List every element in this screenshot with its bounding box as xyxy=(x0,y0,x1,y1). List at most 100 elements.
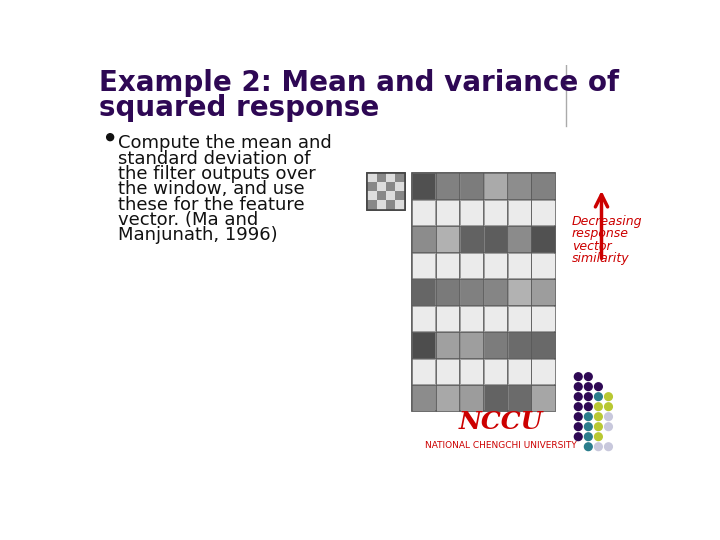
Bar xyxy=(412,359,435,384)
Bar xyxy=(531,332,554,358)
Bar xyxy=(460,173,483,199)
Bar xyxy=(508,306,531,332)
Text: response: response xyxy=(572,227,629,240)
Bar xyxy=(412,279,435,305)
Circle shape xyxy=(595,413,602,421)
Bar xyxy=(395,200,405,210)
Bar xyxy=(367,173,405,210)
Bar xyxy=(367,173,405,210)
Bar xyxy=(460,359,483,384)
Bar xyxy=(377,173,386,182)
Text: squared response: squared response xyxy=(99,94,379,122)
Bar xyxy=(436,332,459,358)
Bar xyxy=(395,182,405,191)
Bar xyxy=(508,173,531,199)
Bar xyxy=(484,332,507,358)
Bar xyxy=(436,199,459,225)
Bar xyxy=(531,359,554,384)
Circle shape xyxy=(585,433,593,441)
Bar xyxy=(367,173,377,182)
Bar xyxy=(531,226,554,252)
Circle shape xyxy=(575,383,582,390)
Bar xyxy=(460,199,483,225)
Bar xyxy=(377,182,386,191)
Circle shape xyxy=(575,403,582,410)
Circle shape xyxy=(107,134,114,140)
Circle shape xyxy=(585,413,593,421)
Bar xyxy=(484,359,507,384)
Circle shape xyxy=(595,403,602,410)
Text: the filter outputs over: the filter outputs over xyxy=(118,165,315,183)
Bar xyxy=(436,279,459,305)
Bar xyxy=(484,199,507,225)
Bar xyxy=(412,226,435,252)
Bar xyxy=(377,191,386,200)
Bar xyxy=(386,200,395,210)
Circle shape xyxy=(595,383,602,390)
Text: Example 2: Mean and variance of: Example 2: Mean and variance of xyxy=(99,69,619,97)
Bar xyxy=(484,385,507,411)
Bar xyxy=(436,226,459,252)
Circle shape xyxy=(595,443,602,450)
Circle shape xyxy=(585,393,593,401)
Bar xyxy=(484,306,507,332)
Circle shape xyxy=(575,393,582,401)
Bar xyxy=(460,332,483,358)
Bar xyxy=(436,359,459,384)
Circle shape xyxy=(605,393,612,401)
Bar xyxy=(412,385,435,411)
Circle shape xyxy=(595,433,602,441)
Circle shape xyxy=(585,423,593,430)
Bar xyxy=(508,332,531,358)
Bar xyxy=(386,173,395,182)
Text: NCCU: NCCU xyxy=(459,410,543,434)
Bar xyxy=(508,253,531,278)
Bar xyxy=(395,173,405,182)
Bar xyxy=(484,173,507,199)
Bar xyxy=(484,226,507,252)
Circle shape xyxy=(585,373,593,381)
Bar xyxy=(508,199,531,225)
Circle shape xyxy=(585,383,593,390)
Bar xyxy=(460,279,483,305)
Text: vector: vector xyxy=(572,240,612,253)
Bar xyxy=(436,385,459,411)
Bar xyxy=(367,182,377,191)
Bar xyxy=(531,199,554,225)
Bar xyxy=(412,306,435,332)
Text: vector. (Ma and: vector. (Ma and xyxy=(118,211,258,229)
Bar xyxy=(531,173,554,199)
Circle shape xyxy=(605,423,612,430)
Circle shape xyxy=(595,393,602,401)
Circle shape xyxy=(595,423,602,430)
Bar xyxy=(531,385,554,411)
Bar xyxy=(436,253,459,278)
Bar xyxy=(531,306,554,332)
Bar xyxy=(508,385,531,411)
Text: similarity: similarity xyxy=(572,252,630,265)
Text: Decreasing: Decreasing xyxy=(572,215,642,228)
Bar xyxy=(386,182,395,191)
Bar xyxy=(531,253,554,278)
Text: Compute the mean and: Compute the mean and xyxy=(118,134,332,152)
Bar xyxy=(508,279,531,305)
Bar xyxy=(412,253,435,278)
Text: Manjunath, 1996): Manjunath, 1996) xyxy=(118,226,277,245)
Bar xyxy=(412,173,435,199)
Circle shape xyxy=(605,413,612,421)
Circle shape xyxy=(575,433,582,441)
Circle shape xyxy=(605,443,612,450)
Bar xyxy=(367,191,377,200)
Bar xyxy=(460,385,483,411)
Bar xyxy=(412,332,435,358)
Bar xyxy=(508,226,531,252)
Bar xyxy=(460,306,483,332)
Bar xyxy=(436,306,459,332)
Bar xyxy=(460,253,483,278)
Text: NATIONAL CHENGCHI UNIVERSITY: NATIONAL CHENGCHI UNIVERSITY xyxy=(425,441,577,450)
Bar xyxy=(367,200,377,210)
Bar xyxy=(412,199,435,225)
Text: the window, and use: the window, and use xyxy=(118,180,305,198)
Circle shape xyxy=(605,403,612,410)
Bar xyxy=(377,200,386,210)
